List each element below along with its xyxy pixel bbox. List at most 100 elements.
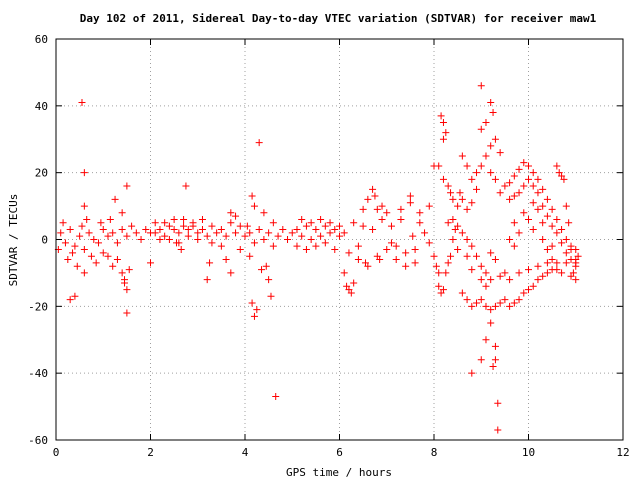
data-point (539, 185, 547, 193)
data-point (430, 252, 438, 260)
data-point (515, 189, 523, 197)
data-point (95, 239, 103, 247)
data-point (543, 212, 551, 220)
data-point (425, 239, 433, 247)
data-point (64, 256, 72, 264)
data-point (85, 229, 93, 237)
data-point (151, 219, 159, 227)
data-point (558, 239, 566, 247)
data-point (260, 236, 268, 243)
data-point (489, 362, 497, 370)
data-point (515, 165, 523, 173)
data-point (496, 149, 504, 157)
data-point (487, 169, 495, 177)
data-point (482, 302, 490, 310)
data-point (529, 282, 537, 290)
data-point (361, 259, 369, 267)
data-point (491, 302, 499, 310)
data-point (477, 82, 485, 90)
data-point (194, 229, 202, 237)
data-point (572, 259, 580, 267)
data-point (534, 262, 542, 270)
data-point (378, 202, 386, 210)
data-point (444, 182, 452, 190)
data-point (137, 236, 145, 243)
x-tick-label: 2 (147, 446, 154, 459)
data-point (121, 279, 129, 287)
data-point (437, 112, 445, 120)
data-point (525, 266, 532, 274)
data-point (369, 225, 377, 233)
x-tick-label: 12 (616, 446, 629, 459)
data-point (567, 272, 575, 280)
data-point (548, 222, 556, 230)
data-point (463, 252, 471, 260)
data-point (189, 222, 197, 230)
data-point (468, 242, 476, 250)
data-point (71, 292, 79, 300)
data-point (501, 269, 509, 277)
data-point (255, 225, 263, 233)
data-point (435, 162, 443, 170)
data-point (170, 225, 178, 233)
data-point (274, 232, 282, 240)
data-point (106, 215, 114, 223)
data-point (111, 195, 119, 203)
data-point (553, 266, 561, 274)
data-point (364, 195, 372, 203)
data-point (442, 269, 450, 277)
data-point (525, 162, 532, 170)
data-point (340, 269, 348, 277)
data-point (336, 232, 343, 240)
data-point (515, 296, 523, 304)
data-point (317, 232, 325, 240)
data-point (487, 276, 495, 284)
data-point (491, 342, 499, 350)
data-point (383, 246, 391, 254)
data-point (208, 239, 216, 247)
y-tick-label: -40 (28, 367, 48, 380)
data-point (66, 296, 74, 304)
data-point (506, 179, 514, 187)
data-point (468, 369, 476, 377)
data-point (104, 232, 112, 240)
data-point (543, 195, 551, 203)
data-point (345, 249, 353, 257)
data-point (439, 286, 447, 294)
data-point (487, 249, 495, 257)
data-point (548, 242, 556, 250)
data-point (468, 199, 476, 207)
data-point (354, 242, 362, 250)
data-point (482, 336, 490, 344)
data-point (416, 209, 424, 217)
data-point (567, 256, 575, 264)
data-point (132, 229, 140, 237)
data-point (558, 269, 566, 277)
data-point (491, 135, 499, 143)
data-point (123, 309, 131, 317)
data-point (331, 246, 339, 254)
data-point (250, 202, 258, 210)
data-point (269, 242, 277, 250)
data-point (567, 242, 575, 250)
data-point (269, 219, 277, 227)
data-point (293, 225, 301, 233)
data-point (203, 232, 211, 240)
data-point (562, 249, 570, 257)
data-point (354, 256, 362, 264)
data-point (61, 239, 69, 247)
data-point (529, 199, 537, 207)
data-point (123, 232, 131, 240)
data-point (123, 286, 131, 294)
data-point (92, 259, 100, 267)
data-point (454, 202, 462, 210)
data-point (525, 175, 532, 183)
data-point (232, 229, 240, 237)
data-point (548, 205, 556, 213)
data-point (128, 222, 136, 230)
data-point (109, 262, 117, 270)
data-point (473, 185, 481, 193)
data-point (421, 229, 429, 237)
data-point (307, 236, 315, 243)
